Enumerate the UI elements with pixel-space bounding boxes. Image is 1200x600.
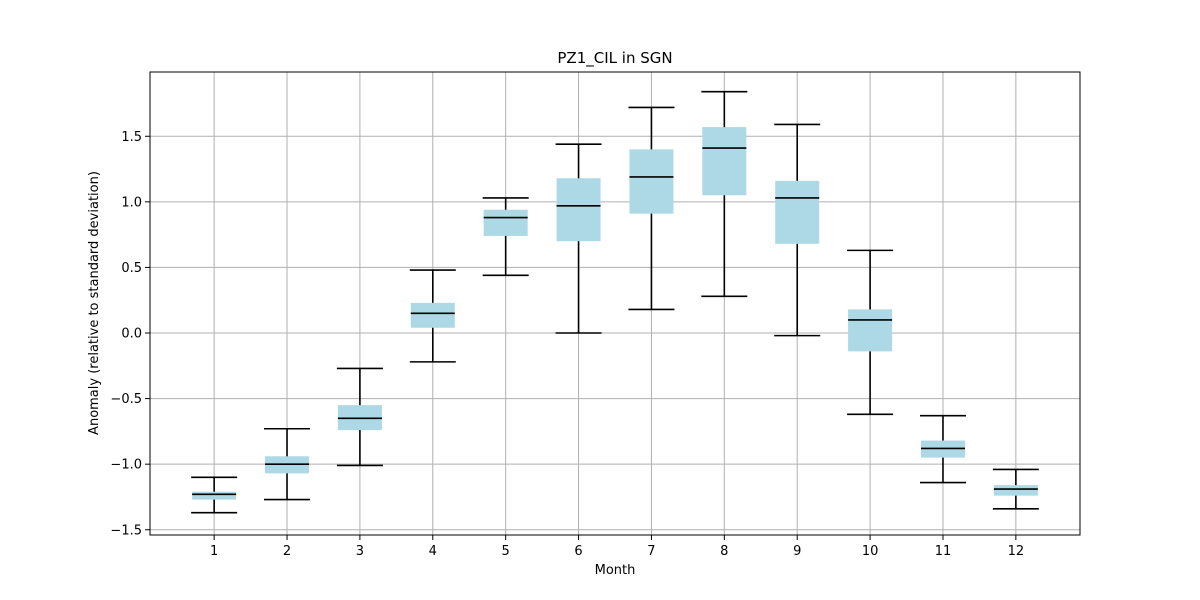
x-tick-label: 10 — [862, 544, 879, 559]
y-tick-label: −1.5 — [110, 523, 142, 538]
box-month-12 — [992, 468, 1039, 510]
x-tick-layer: 1 2 3 4 5 6 7 8 9 10 11 12 — [210, 535, 1024, 559]
box-body — [848, 309, 893, 352]
x-tick-label: 3 — [356, 544, 364, 559]
y-tick-layer: −1.5 −1.0 −0.5 0.0 0.5 1.0 1.5 — [110, 130, 150, 538]
box-month-8 — [701, 90, 748, 298]
x-tick-label: 8 — [720, 544, 728, 559]
box-month-6 — [555, 143, 602, 334]
box-body — [410, 302, 455, 328]
x-tick-label: 6 — [574, 544, 582, 559]
box-month-2 — [264, 427, 311, 501]
box-body — [192, 491, 237, 500]
box-body — [775, 180, 820, 244]
box-body — [556, 178, 601, 242]
box-body — [993, 485, 1038, 496]
x-tick-label: 1 — [210, 544, 218, 559]
y-tick-label: 0.0 — [121, 327, 142, 342]
y-tick-label: −1.0 — [110, 458, 142, 473]
y-tick-label: −0.5 — [110, 392, 142, 407]
x-tick-label: 4 — [429, 544, 437, 559]
box-layer — [191, 90, 1039, 514]
x-tick-label: 12 — [1008, 544, 1025, 559]
x-tick-label: 11 — [935, 544, 952, 559]
box-month-7 — [628, 106, 675, 311]
x-axis-label: Month — [595, 563, 636, 578]
box-body — [702, 127, 747, 196]
x-tick-label: 9 — [793, 544, 801, 559]
box-month-9 — [774, 123, 821, 337]
x-tick-label: 7 — [647, 544, 655, 559]
y-tick-label: 0.5 — [121, 261, 142, 276]
chart-title: PZ1_CIL in SGN — [557, 49, 672, 68]
plot-frame — [149, 71, 1081, 536]
x-tick-label: 5 — [502, 544, 510, 559]
y-tick-label: 1.0 — [121, 195, 142, 210]
box-month-11 — [919, 414, 966, 484]
box-body — [483, 209, 528, 236]
y-axis-label: Anomaly (relative to standard deviation) — [87, 171, 102, 435]
box-month-10 — [847, 249, 894, 416]
x-tick-label: 2 — [283, 544, 291, 559]
box-body — [629, 149, 674, 214]
box-month-5 — [482, 197, 529, 277]
box-month-4 — [409, 269, 456, 363]
box-month-3 — [336, 367, 383, 467]
box-month-1 — [191, 476, 238, 514]
y-tick-label: 1.5 — [121, 130, 142, 145]
